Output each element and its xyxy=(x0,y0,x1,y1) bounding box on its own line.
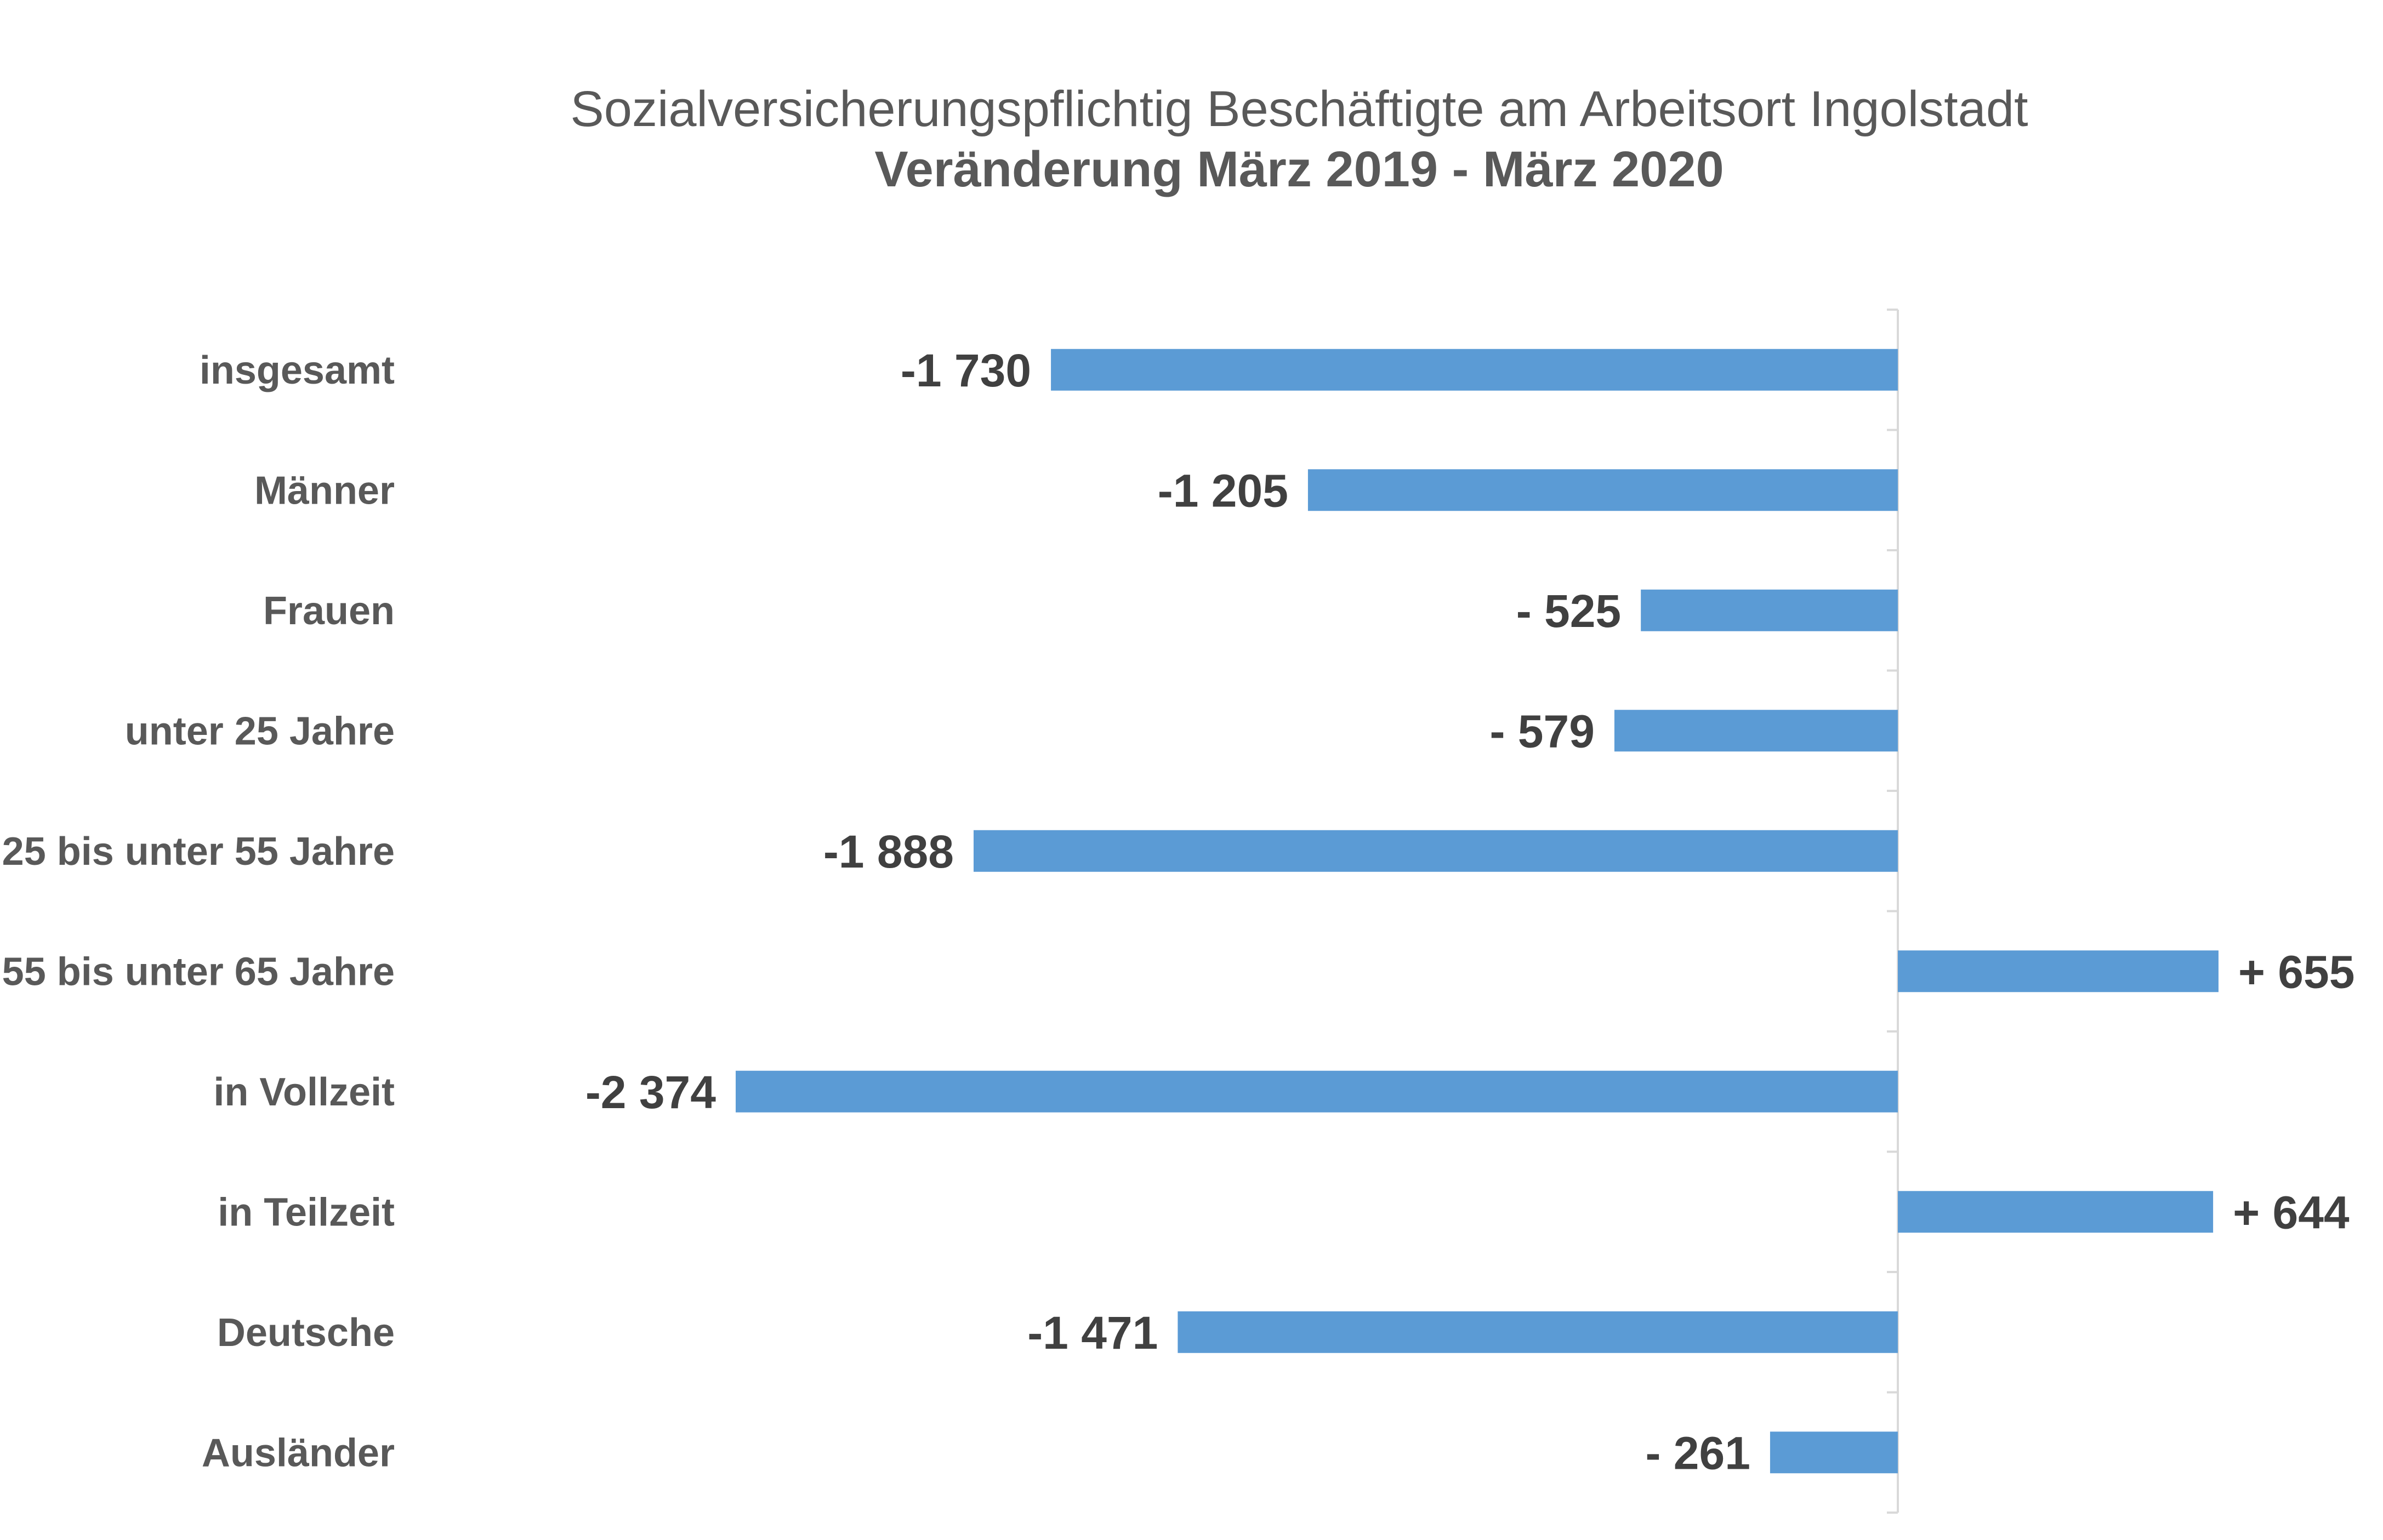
data-label: -1 471 xyxy=(1027,1307,1158,1359)
bar xyxy=(1178,1311,1898,1353)
data-label: -1 888 xyxy=(823,826,954,877)
category-label: insgesamt xyxy=(200,349,395,392)
category-label: Frauen xyxy=(263,589,395,633)
bar xyxy=(1051,349,1898,391)
bar xyxy=(1898,950,2219,993)
bar xyxy=(1307,469,1898,511)
chart-title: Sozialversicherungspflichtig Beschäftigt… xyxy=(570,81,2028,137)
data-label: -1 205 xyxy=(1158,465,1288,516)
data-label: -1 730 xyxy=(901,345,1031,396)
category-labels: insgesamt Männer Frauen unter 25 Jahre 25 bi… xyxy=(2,349,395,1475)
chart-subtitle: Veränderung März 2019 - März 2020 xyxy=(874,141,1724,197)
bar xyxy=(1898,1191,2214,1233)
data-label: + 655 xyxy=(2238,946,2355,997)
category-label: Ausländer xyxy=(202,1431,395,1475)
category-label: unter 25 Jahre xyxy=(125,709,395,753)
data-label: - 525 xyxy=(1516,585,1621,637)
category-label: in Teilzeit xyxy=(218,1190,395,1234)
data-label: + 644 xyxy=(2233,1187,2350,1238)
data-label: - 579 xyxy=(1489,705,1594,757)
data-label: -2 374 xyxy=(585,1066,716,1118)
bar xyxy=(1770,1431,1898,1474)
value-labels: -1 730 -1 205 - 525 - 579 -1 888 + 655 -2 374 +… xyxy=(585,345,2355,1479)
category-label: in Vollzeit xyxy=(213,1070,395,1114)
bars-layer xyxy=(736,349,2219,1474)
bar xyxy=(974,830,1898,872)
bar xyxy=(1614,710,1898,752)
bar xyxy=(1641,589,1898,631)
data-label: - 261 xyxy=(1645,1427,1750,1479)
category-label: Männer xyxy=(254,469,395,512)
bar xyxy=(736,1070,1898,1113)
category-label: 25 bis unter 55 Jahre xyxy=(2,830,395,874)
category-label: 55 bis unter 65 Jahre xyxy=(2,950,395,994)
category-label: Deutsche xyxy=(217,1311,395,1355)
